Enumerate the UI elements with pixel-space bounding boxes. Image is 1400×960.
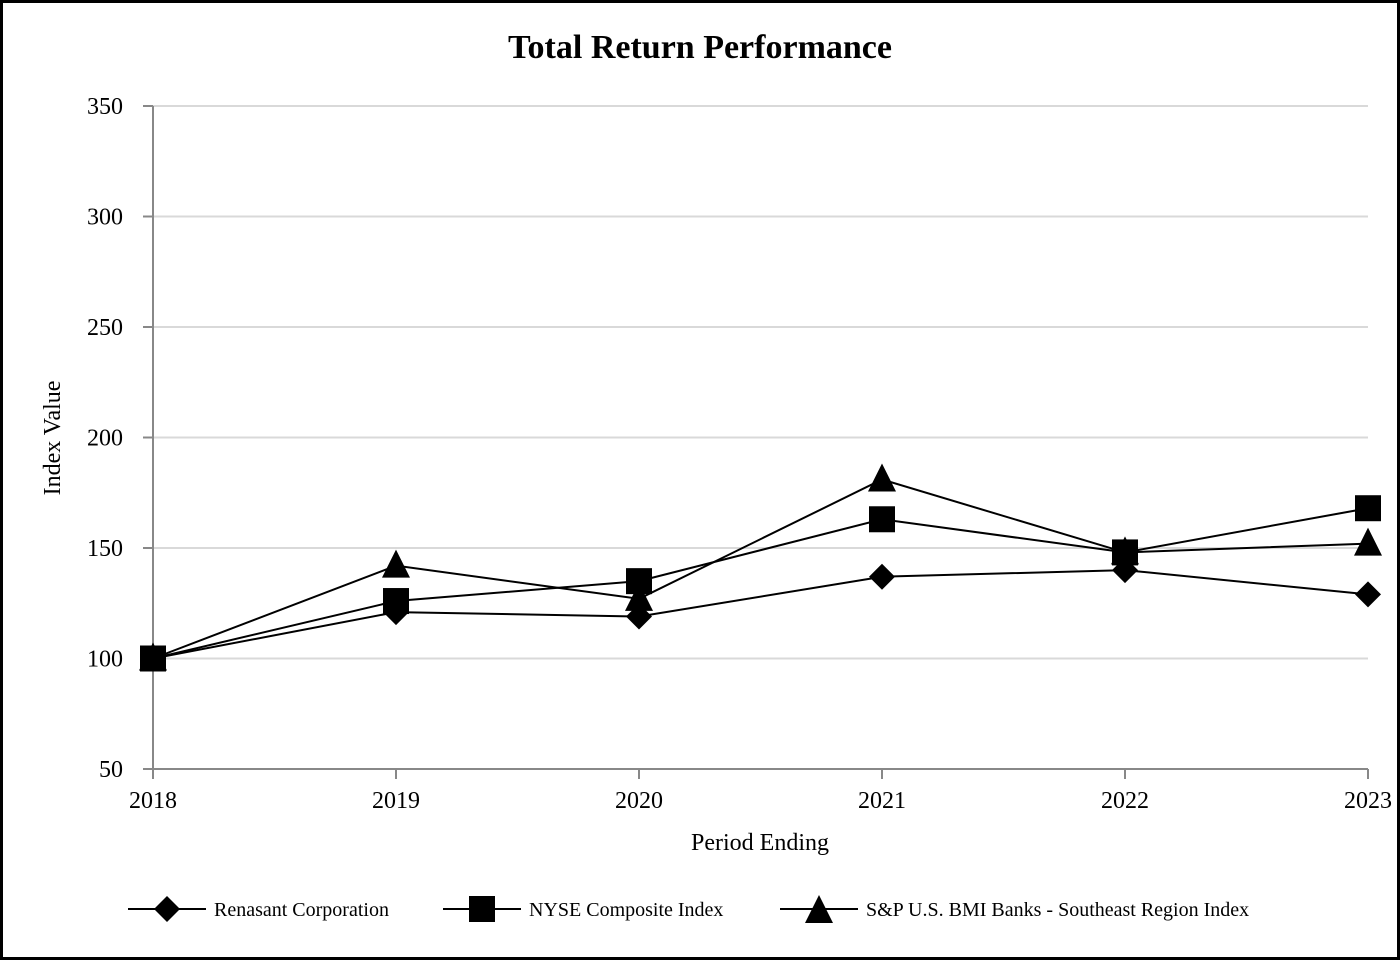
y-tick-label: 150 <box>87 536 123 562</box>
triangle-point <box>625 582 653 611</box>
axes <box>143 105 1369 779</box>
triangle-point <box>1111 536 1139 565</box>
x-axis-label: Period Ending <box>691 830 829 856</box>
x-tick-labels: 2018 2019 2020 2021 2022 2023 <box>129 788 1392 814</box>
triangle-point <box>868 463 896 492</box>
triangle-point <box>139 642 167 671</box>
chart-title: Total Return Performance <box>508 29 892 66</box>
series-line <box>152 569 1369 660</box>
x-tick-label: 2022 <box>1101 788 1149 814</box>
y-tick-label: 350 <box>87 94 123 120</box>
legend-label: Renasant Corporation <box>214 899 389 921</box>
y-tick-label: 250 <box>87 315 123 341</box>
triangle-point <box>1354 527 1382 556</box>
x-tick-label: 2018 <box>129 788 177 814</box>
legend-diamond-icon <box>154 896 180 922</box>
diamond-point <box>1355 581 1381 608</box>
y-tick-label: 300 <box>87 205 123 231</box>
legend: Renasant Corporation NYSE Composite Index… <box>128 895 1249 923</box>
x-tick-label: 2020 <box>615 788 663 814</box>
y-axis-label: Index Value <box>40 381 66 496</box>
series-group <box>139 463 1382 672</box>
legend-label: S&P U.S. BMI Banks - Southeast Region In… <box>866 899 1249 921</box>
y-tick-labels: 50 100 150 200 250 300 350 <box>87 94 123 783</box>
y-tick-label: 100 <box>87 647 123 673</box>
triangle-point <box>382 549 410 578</box>
series-line <box>152 507 1369 660</box>
legend-square-icon <box>469 896 495 922</box>
series-line <box>152 478 1369 660</box>
y-tick-label: 200 <box>87 426 123 452</box>
legend-label: NYSE Composite Index <box>529 899 723 921</box>
square-point <box>869 506 895 533</box>
x-tick-label: 2021 <box>858 788 906 814</box>
x-tick-label: 2023 <box>1344 788 1392 814</box>
gridlines <box>153 105 1368 660</box>
diamond-point <box>869 563 895 590</box>
square-point <box>383 588 409 615</box>
square-point <box>1355 495 1381 522</box>
y-tick-label: 50 <box>99 757 123 783</box>
x-tick-label: 2019 <box>372 788 420 814</box>
legend-triangle-icon <box>805 895 833 923</box>
